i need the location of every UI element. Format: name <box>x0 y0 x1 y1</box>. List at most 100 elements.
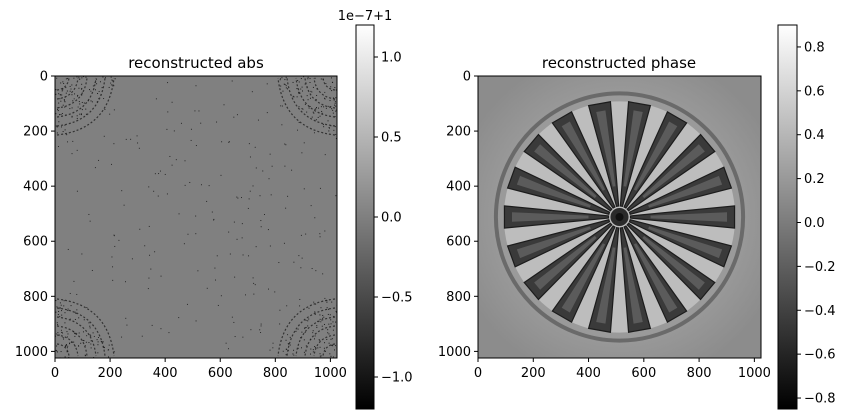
star-spoke-inner <box>642 235 705 290</box>
phase-panel: reconstructed phase 0 200 400 600 800 1000 0 2… <box>438 54 771 381</box>
abs-corner-speckle <box>62 81 64 83</box>
abs-corner-speckle <box>296 88 298 90</box>
abs-corner-speckle <box>92 85 94 87</box>
abs-speckle <box>81 253 83 255</box>
abs-corner-speckle <box>316 326 318 328</box>
abs-corner-speckle <box>330 319 332 321</box>
abs-cbticks-label: 0.5 <box>381 131 402 146</box>
abs-speckle <box>189 181 191 183</box>
abs-speckle <box>86 307 88 309</box>
abs-speckle <box>262 170 264 172</box>
abs-speckle <box>225 342 227 344</box>
abs-corner-speckle <box>97 352 99 354</box>
abs-corner-speckle <box>67 77 69 79</box>
abs-corner-speckle <box>333 315 335 317</box>
abs-corner-speckle <box>61 113 63 115</box>
star-spoke-inner <box>534 144 597 199</box>
abs-corner-speckle <box>79 113 81 115</box>
abs-corner-speckle <box>330 338 332 340</box>
abs-speckle <box>158 173 160 175</box>
abs-corner-speckle <box>62 337 64 339</box>
abs-corner-speckle <box>78 332 80 334</box>
abs-corner-speckle <box>81 109 83 111</box>
phase-cbticks-label: 0.0 <box>804 216 825 231</box>
abs-corner-speckle <box>319 353 321 355</box>
abs-speckle <box>319 187 321 189</box>
abs-speckle <box>110 84 112 86</box>
abs-speckle <box>234 336 236 338</box>
abs-corner-speckle <box>81 94 83 96</box>
abs-corner-speckle <box>330 77 332 79</box>
abs-corner-speckle <box>63 83 65 85</box>
abs-speckle <box>260 325 262 327</box>
abs-corner-speckle <box>327 329 329 331</box>
abs-corner-speckle <box>315 107 317 109</box>
abs-speckle <box>213 218 215 220</box>
abs-corner-speckle <box>307 78 309 80</box>
abs-corner-speckle <box>312 351 314 353</box>
abs-speckle <box>164 173 166 175</box>
abs-corner-speckle <box>327 120 329 122</box>
abs-corner-speckle <box>101 341 103 343</box>
abs-corner-speckle <box>319 340 321 342</box>
abs-corner-speckle <box>281 77 283 79</box>
abs-corner-speckle <box>67 351 69 353</box>
abs-corner-speckle <box>334 126 336 128</box>
abs-corner-speckle <box>317 347 319 349</box>
abs-speckle <box>148 225 150 227</box>
abs-speckle <box>167 82 169 84</box>
abs-corner-speckle <box>322 124 324 126</box>
abs-corner-speckle <box>326 300 328 302</box>
abs-y-axis: 0 200 400 600 800 1000 <box>15 70 55 360</box>
abs-corner-speckle <box>298 106 300 108</box>
abs-corner-speckle <box>74 345 76 347</box>
abs-speckle <box>228 141 230 143</box>
abs-y-tick-label: 0 <box>40 70 48 85</box>
abs-speckle <box>198 110 200 112</box>
abs-corner-speckle <box>317 116 319 118</box>
abs-corner-speckle <box>334 116 336 118</box>
abs-speckle <box>190 128 192 130</box>
abs-corner-speckle <box>58 310 60 312</box>
abs-speckle <box>215 279 217 281</box>
abs-speckle <box>253 293 255 295</box>
abs-speckle <box>293 261 295 263</box>
abs-corner-speckle <box>67 310 69 312</box>
abs-speckle <box>297 129 299 131</box>
abs-speckle <box>315 303 317 305</box>
abs-corner-speckle <box>310 353 312 355</box>
abs-corner-speckle <box>315 119 317 121</box>
phase-y-tick-label: 600 <box>446 235 471 250</box>
abs-corner-swirl <box>277 77 336 136</box>
abs-speckle <box>281 105 283 107</box>
abs-corner-speckle <box>296 96 298 98</box>
phase-cbticks-label: −0.6 <box>804 348 836 363</box>
abs-speckle <box>112 266 114 268</box>
abs-speckle <box>113 109 115 111</box>
abs-speckle <box>300 234 302 236</box>
abs-corner-speckle <box>335 89 337 91</box>
phase-cbticks-label: 0.8 <box>804 40 825 55</box>
abs-corner-speckle <box>87 100 89 102</box>
abs-corner-speckle <box>323 97 325 99</box>
abs-corner-speckle <box>78 76 80 78</box>
abs-corner-speckle <box>297 80 299 82</box>
abs-corner-speckle <box>78 101 80 103</box>
abs-corner-speckle <box>312 86 314 88</box>
abs-corner-speckle <box>89 327 91 329</box>
phase-y-tick-label: 400 <box>446 180 471 195</box>
abs-corner-speckle <box>316 88 318 90</box>
abs-speckle <box>291 169 293 171</box>
phase-frame <box>477 75 762 359</box>
phase-y-tick-label: 1000 <box>438 345 471 360</box>
abs-speckle <box>249 190 251 192</box>
abs-speckle <box>257 119 259 121</box>
abs-speckle <box>206 200 208 202</box>
abs-corner-speckle <box>59 307 61 309</box>
abs-speckle <box>255 246 257 248</box>
abs-corner-speckle <box>80 114 82 116</box>
abs-corner-speckle <box>301 347 303 349</box>
abs-corner-speckle <box>76 309 78 311</box>
abs-corner-speckle <box>56 132 58 134</box>
abs-corner-speckle <box>100 94 102 96</box>
